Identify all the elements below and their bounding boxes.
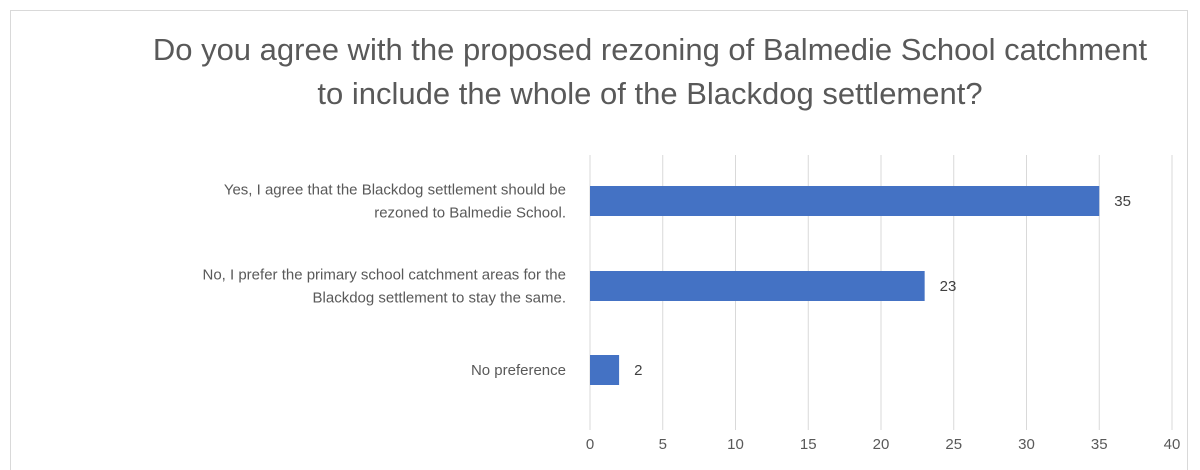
x-tick-label: 25 bbox=[945, 436, 962, 453]
category-label: No, I prefer the primary school catchmen… bbox=[203, 267, 567, 284]
category-label: Yes, I agree that the Blackdog settlemen… bbox=[224, 182, 566, 199]
category-label: rezoned to Balmedie School. bbox=[374, 205, 566, 222]
x-tick-label: 5 bbox=[659, 436, 667, 453]
data-label: 35 bbox=[1114, 193, 1131, 210]
data-label: 23 bbox=[940, 278, 957, 295]
x-tick-label: 40 bbox=[1164, 436, 1181, 453]
chart-title: Do you agree with the proposed rezoning … bbox=[152, 32, 1148, 111]
x-tick-label: 0 bbox=[586, 436, 594, 453]
category-label: Blackdog settlement to stay the same. bbox=[313, 290, 566, 307]
x-tick-label: 20 bbox=[873, 436, 890, 453]
x-tick-label: 10 bbox=[727, 436, 744, 453]
bar bbox=[590, 186, 1100, 216]
bar bbox=[590, 355, 620, 385]
x-tick-label: 15 bbox=[800, 436, 817, 453]
category-label: No preference bbox=[471, 362, 566, 379]
chart-frame bbox=[10, 10, 1188, 470]
x-tick-label: 35 bbox=[1091, 436, 1108, 453]
bar bbox=[590, 271, 925, 301]
data-label: 2 bbox=[634, 362, 642, 379]
x-tick-label: 30 bbox=[1018, 436, 1035, 453]
